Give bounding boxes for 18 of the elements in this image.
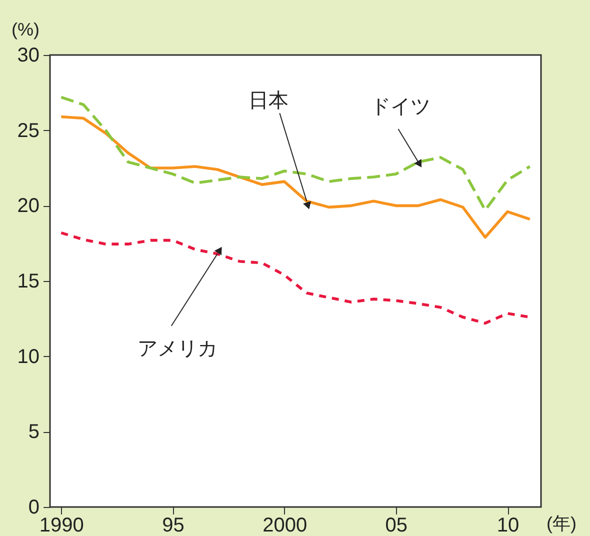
y-tick-label: 20 <box>17 195 40 218</box>
y-tick-label: 0 <box>28 496 40 518</box>
annotation: アメリカ <box>137 338 218 360</box>
x-tick-label: 95 <box>162 514 184 536</box>
annotation: ドイツ <box>370 96 430 118</box>
line-series <box>60 115 532 239</box>
y-tick-label: 5 <box>28 421 40 444</box>
x-axis-title: (年) <box>546 514 576 534</box>
y-tick-label: 15 <box>17 270 40 292</box>
annotation: 日本 <box>248 90 289 112</box>
y-tick-label: 25 <box>17 120 40 142</box>
x-tick-label: 10 <box>496 514 520 536</box>
y-tick-label: 30 <box>17 44 40 66</box>
x-tick-label: 2000 <box>262 514 308 536</box>
y-tick-label: 10 <box>17 346 40 368</box>
y-axis-title: (%) <box>12 20 40 40</box>
x-tick-label: 1990 <box>39 514 84 536</box>
x-tick-label: 05 <box>385 514 408 536</box>
